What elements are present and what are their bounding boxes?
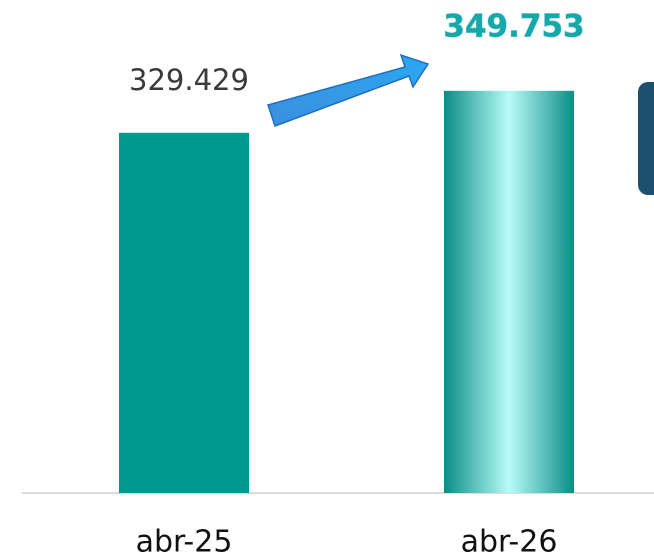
x-tick-label: abr-25 xyxy=(136,525,233,558)
value-label: 349.753 xyxy=(443,8,584,44)
x-tick-label: abr-26 xyxy=(461,525,558,558)
growth-arrow xyxy=(267,53,430,127)
bar xyxy=(444,90,574,493)
bar xyxy=(119,132,249,494)
side-panel xyxy=(638,82,654,195)
value-label: 329.429 xyxy=(129,63,249,97)
